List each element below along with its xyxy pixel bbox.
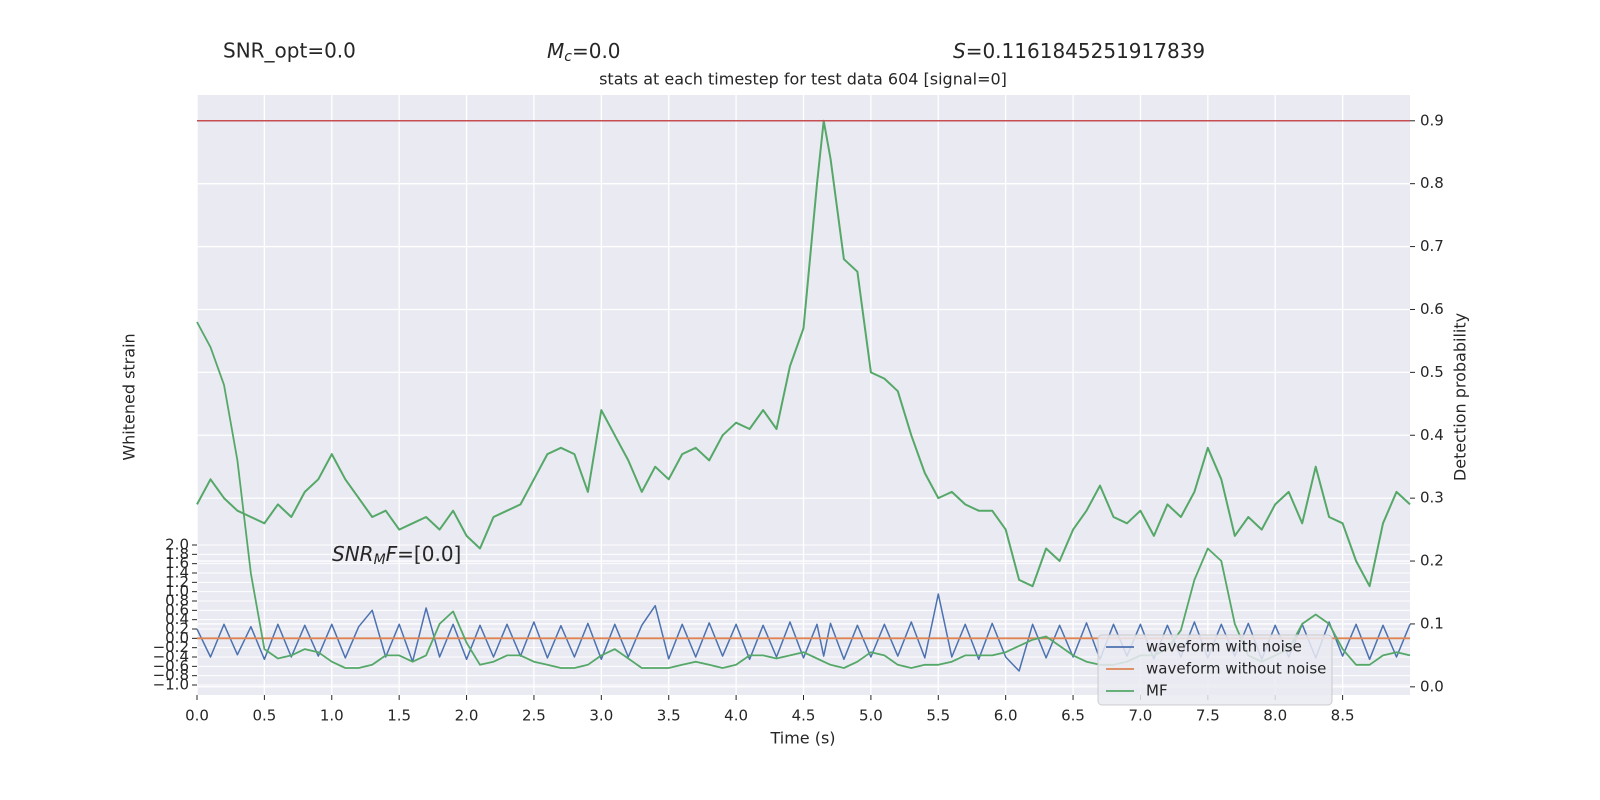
probability-line [196, 119, 1411, 588]
mc-text: =0.0 [572, 39, 621, 63]
y2-tick-label: 0.9 [1420, 111, 1444, 129]
x-tick-label: 8.5 [1331, 707, 1355, 725]
x-tick-label: 7.5 [1196, 707, 1220, 725]
y-tick-label: −0.6 [153, 657, 189, 675]
y-tick-label: 0.8 [165, 592, 189, 610]
y-axis-label: Whitened strain [120, 333, 139, 460]
x-tick-label: 4.5 [792, 707, 816, 725]
y-tick-label: 1.8 [165, 545, 189, 563]
y2-tick-label: 0.7 [1420, 237, 1444, 255]
legend-box [1097, 634, 1333, 706]
x-tick-label: 6.5 [1061, 707, 1085, 725]
y2-axis-label: Detection probability [1451, 313, 1470, 481]
snr-mf-text: =[0.0] [397, 542, 461, 566]
y2-tick-label: 0.8 [1420, 174, 1444, 192]
snr-mf-subscript: M [374, 552, 386, 568]
y-tick-label: 1.4 [165, 563, 189, 581]
legend-label: waveform with noise [1146, 638, 1302, 656]
x-tick-label: 1.0 [320, 707, 344, 725]
y-tick-label: 0.4 [165, 610, 189, 628]
y-tick-label: 1.0 [165, 582, 189, 600]
y-tick-label: −0.8 [153, 666, 189, 684]
legend-label: waveform without noise [1146, 660, 1326, 678]
x-axis-label: Time (s) [769, 729, 835, 748]
series-line [196, 321, 1411, 669]
x-tick-label: 8.0 [1263, 707, 1287, 725]
snr-mf-symbol2: F [386, 542, 398, 566]
x-tick-label: 5.5 [926, 707, 950, 725]
chart-title: stats at each timestep for test data 604… [599, 70, 1007, 89]
y2-tick-label: 0.4 [1420, 426, 1444, 444]
x-tick-label: 6.0 [994, 707, 1018, 725]
y-tick-label: 0.6 [165, 601, 189, 619]
x-tick-label: 1.5 [387, 707, 411, 725]
y-tick-label: 0.0 [165, 629, 189, 647]
legend-label: MF [1146, 682, 1168, 700]
y2-tick-label: 0.6 [1420, 300, 1444, 318]
x-tick-label: 3.0 [589, 707, 613, 725]
x-tick-label: 2.0 [455, 707, 479, 725]
x-tick-label: 0.0 [185, 707, 209, 725]
y-tick-label: 1.2 [165, 573, 189, 591]
y-tick-label: 1.6 [165, 554, 189, 572]
y-tick-label: −0.2 [153, 638, 189, 656]
chirp-mass: Mc=0.0 [547, 39, 621, 66]
mc-subscript: c [564, 49, 572, 65]
snr-mf: SNRMF=[0.0] [332, 542, 461, 569]
x-tick-label: 2.5 [522, 707, 546, 725]
x-tick-label: 3.5 [657, 707, 681, 725]
snr-opt: SNR_opt=0.0 [223, 39, 356, 63]
y2-tick-label: 0.2 [1420, 552, 1444, 570]
s-text: =0.1161845251917839 [966, 39, 1205, 63]
s-stat: S=0.1161845251917839 [953, 39, 1205, 63]
y-tick-label: −0.4 [153, 648, 189, 666]
y-tick-label: 0.2 [165, 620, 189, 638]
y2-tick-label: 0.1 [1420, 614, 1444, 632]
mc-symbol: M [547, 39, 564, 63]
x-tick-label: 5.0 [859, 707, 883, 725]
y2-tick-label: 0.3 [1420, 489, 1444, 507]
y2-tick-label: 0.0 [1420, 677, 1444, 695]
y-tick-label: 2.0 [165, 535, 189, 553]
x-tick-label: 4.0 [724, 707, 748, 725]
x-tick-label: 7.0 [1129, 707, 1153, 725]
x-tick-label: 0.5 [252, 707, 276, 725]
y2-tick-label: 0.5 [1420, 363, 1444, 381]
y-tick-label: −1.0 [153, 676, 189, 694]
snr-mf-symbol: SNR [332, 542, 374, 566]
s-symbol: S [953, 39, 966, 63]
